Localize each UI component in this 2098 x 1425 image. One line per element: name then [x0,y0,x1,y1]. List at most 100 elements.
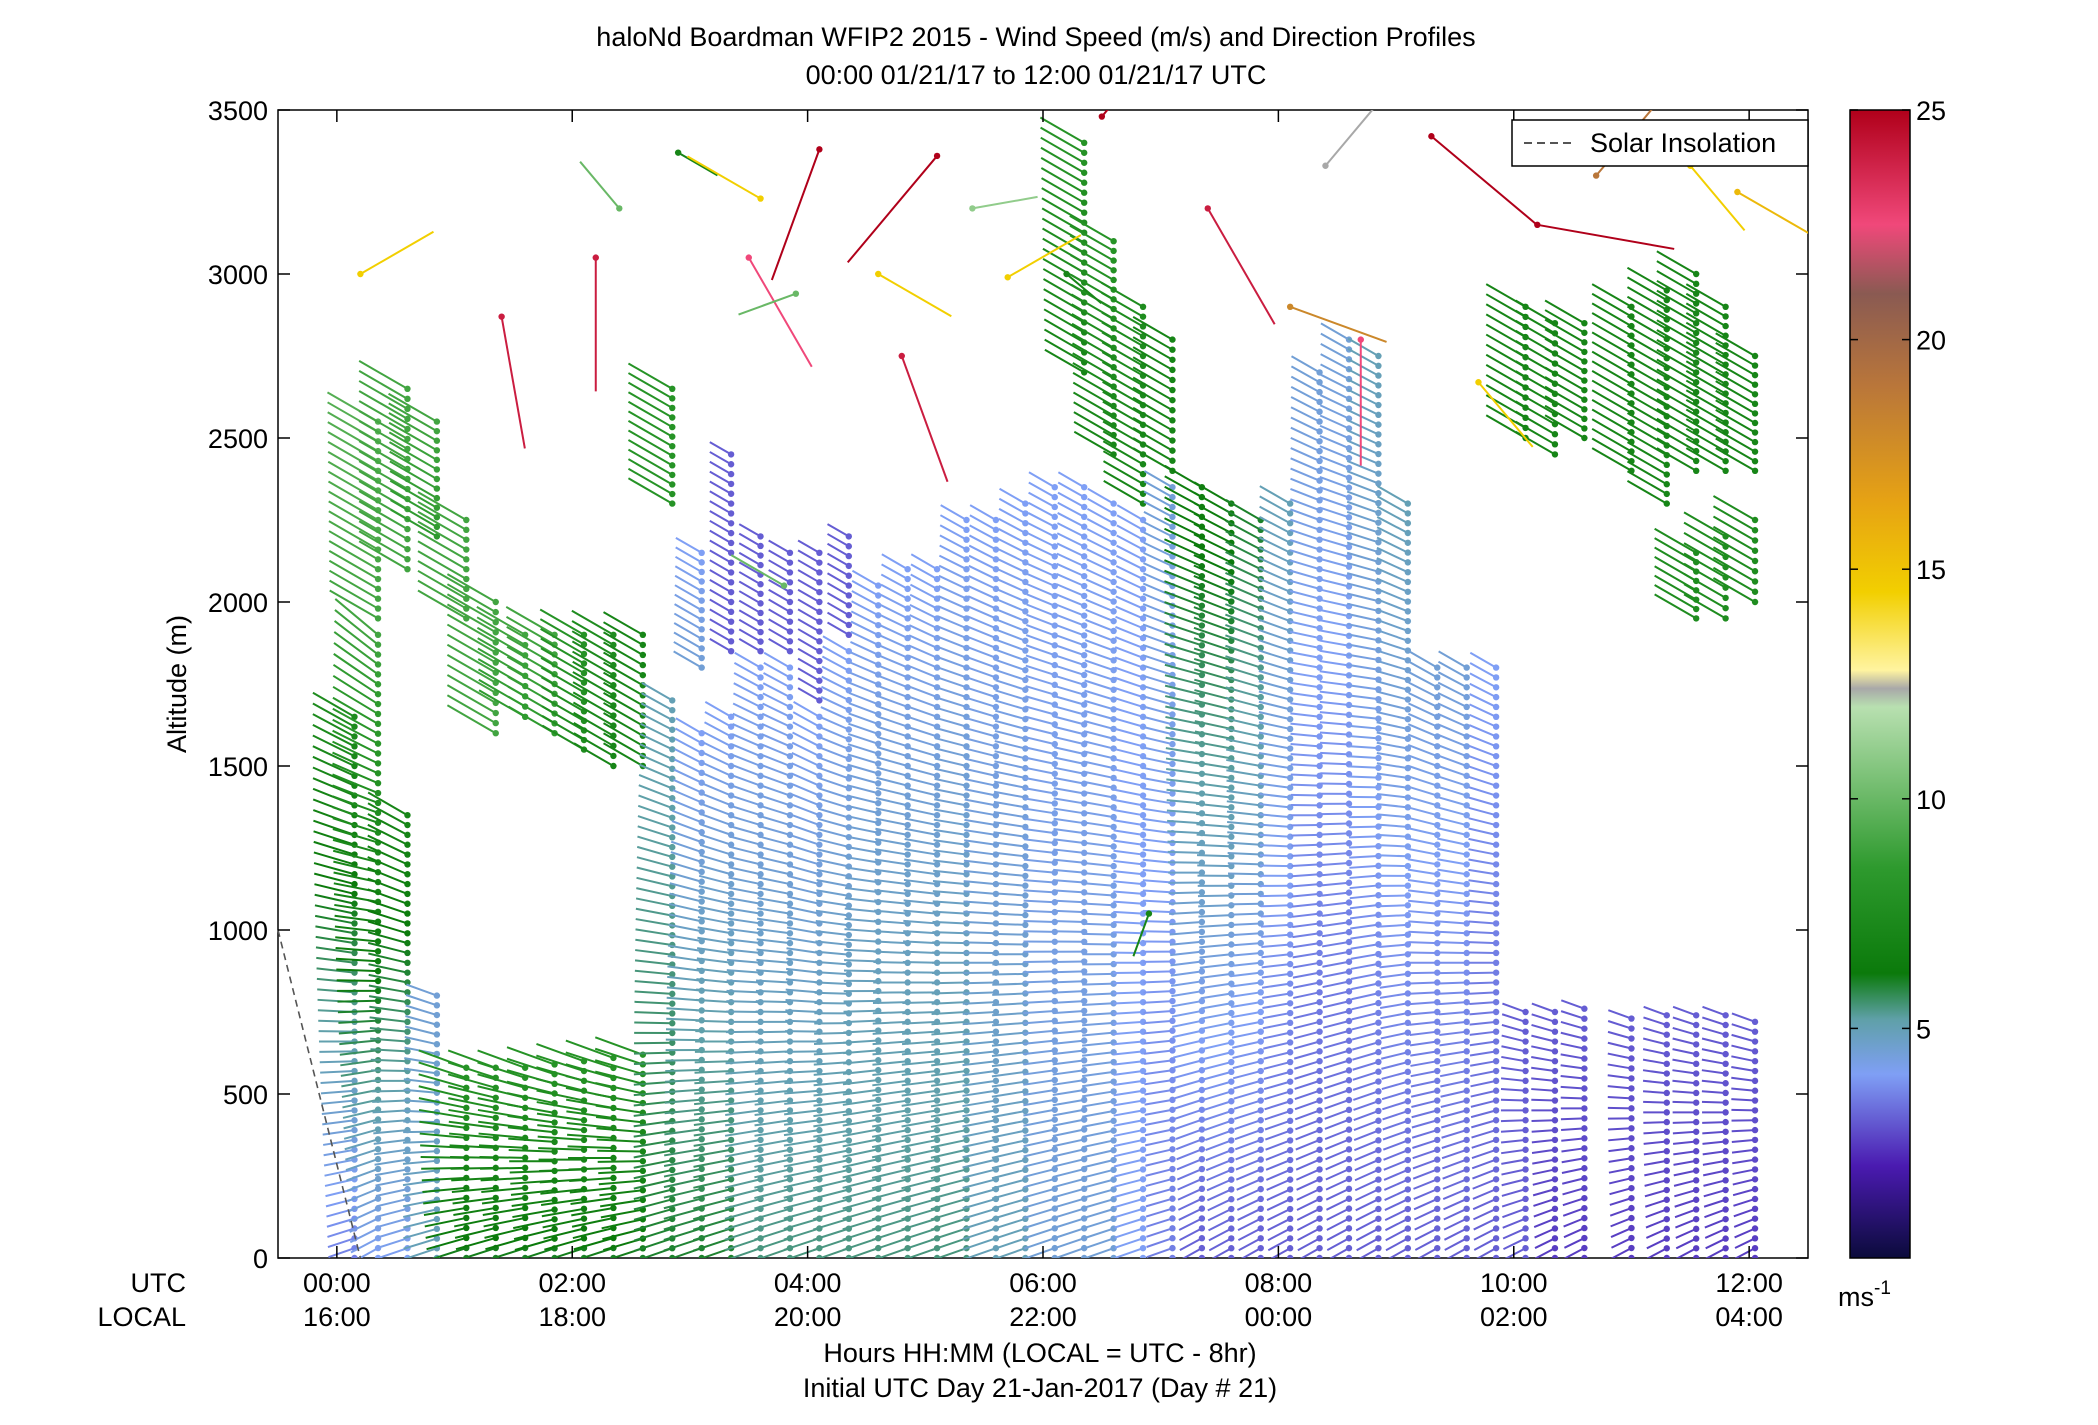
wind-barb [372,1109,408,1114]
wind-barb [1349,874,1379,879]
wind-barb-dot [992,743,1000,750]
wind-barb [521,1247,555,1258]
wind-barb [634,1000,673,1005]
wind-barb-dot [1139,861,1147,868]
wind-barb [1405,1257,1408,1258]
wind-barb [787,875,820,886]
wind-barb [627,362,673,390]
wind-barb-dot [1080,612,1088,619]
wind-barb-dot [1051,1047,1058,1054]
wind-barb [1235,1168,1262,1181]
wind-barb [1351,1031,1379,1041]
wind-barb [1101,361,1144,387]
wind-barb-dot [727,939,735,947]
wind-barb-dot [492,1194,499,1202]
wind-barb [1083,709,1114,721]
wind-barb [1052,1079,1085,1086]
wind-barb [813,1090,849,1097]
wind-barb [930,1217,967,1231]
wind-barb [1172,1029,1203,1039]
wind-barb-dot [1080,582,1088,590]
wind-barb [1193,491,1232,515]
wind-barb [703,731,732,748]
wind-barb [572,671,614,697]
wind-barb [1261,943,1291,949]
wind-barb-dot [904,812,911,819]
wind-barb [1231,1011,1261,1019]
wind-barb-dot [904,585,911,593]
wind-barb [876,776,908,787]
wind-barb-dot [1169,1185,1176,1193]
wind-barb [1164,622,1203,637]
wind-barb [1225,499,1262,521]
wind-barb-dot [875,1096,882,1103]
wind-barb-dot [433,1215,441,1223]
wind-barb [1294,1089,1320,1101]
wind-barb [1320,852,1350,856]
wind-barb [813,1119,849,1128]
wind-barb [783,1158,820,1168]
wind-barb [1027,501,1056,518]
wind-barb [1290,426,1321,443]
wind-barb [571,609,614,636]
wind-barb-dot [1345,909,1353,916]
wind-barb [1113,870,1144,876]
wind-barb [1200,982,1232,990]
wind-barb [842,1069,879,1075]
wind-barb-dot [1110,647,1117,654]
wind-barb-dot [933,792,941,799]
wind-barb [754,1119,791,1127]
wind-barb [1101,291,1144,318]
wind-barb [636,887,673,898]
wind-barb [908,634,938,649]
wind-barb-dot [463,556,470,563]
wind-barb [997,558,1026,574]
wind-barb-dot [1022,657,1029,664]
wind-barb [963,890,997,895]
wind-barb [738,590,762,605]
wind-barb-dot [1286,1186,1294,1193]
wind-barb-dot [433,456,441,464]
wind-barb [388,421,438,452]
wind-barb [1041,207,1085,234]
wind-barb [323,1138,355,1146]
wind-barb [845,856,879,864]
wind-barb [1195,782,1232,789]
wind-barb [1023,1079,1055,1086]
wind-barb [1289,559,1320,571]
wind-barb [1052,920,1085,924]
wind-barb [754,1099,791,1106]
wind-barb [1055,613,1085,627]
wind-barb [674,565,703,583]
wind-barb-dot [463,526,470,534]
wind-barb [1258,731,1291,740]
wind-barb [638,763,673,780]
wind-barb [729,825,761,836]
wind-barb-dot [904,1107,911,1114]
wind-barb-dot [1404,1235,1412,1242]
wind-barb-dot [992,516,1000,524]
wind-barb [1260,894,1291,898]
wind-barb [1057,501,1085,518]
wind-barb [1263,1080,1291,1091]
wind-barb-dot [875,780,882,787]
wind-barb [791,762,820,777]
wind-barb-dot [1345,1017,1353,1025]
wind-barb-dot [1110,892,1117,899]
wind-barb-dot [580,641,588,648]
wind-barb-dot [1080,602,1088,609]
wind-barb-dot [1316,871,1323,878]
wind-barb [1202,1051,1232,1061]
wind-barb [446,664,497,694]
wind-barb-dot [875,631,882,639]
wind-barb-dot [1286,921,1294,929]
wind-barb [603,641,644,666]
wind-barb-dot [1286,529,1294,537]
wind-barb [726,1000,761,1004]
wind-barb [1260,923,1291,928]
wind-barb [1101,301,1144,328]
wind-barb [1164,559,1203,578]
wind-barb-dot [669,385,676,392]
wind-barb [760,743,791,758]
wind-barb [846,825,879,834]
